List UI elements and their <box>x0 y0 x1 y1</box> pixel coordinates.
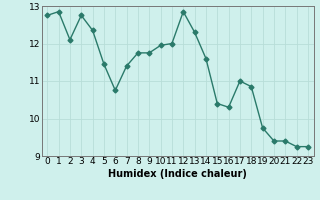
X-axis label: Humidex (Indice chaleur): Humidex (Indice chaleur) <box>108 169 247 179</box>
